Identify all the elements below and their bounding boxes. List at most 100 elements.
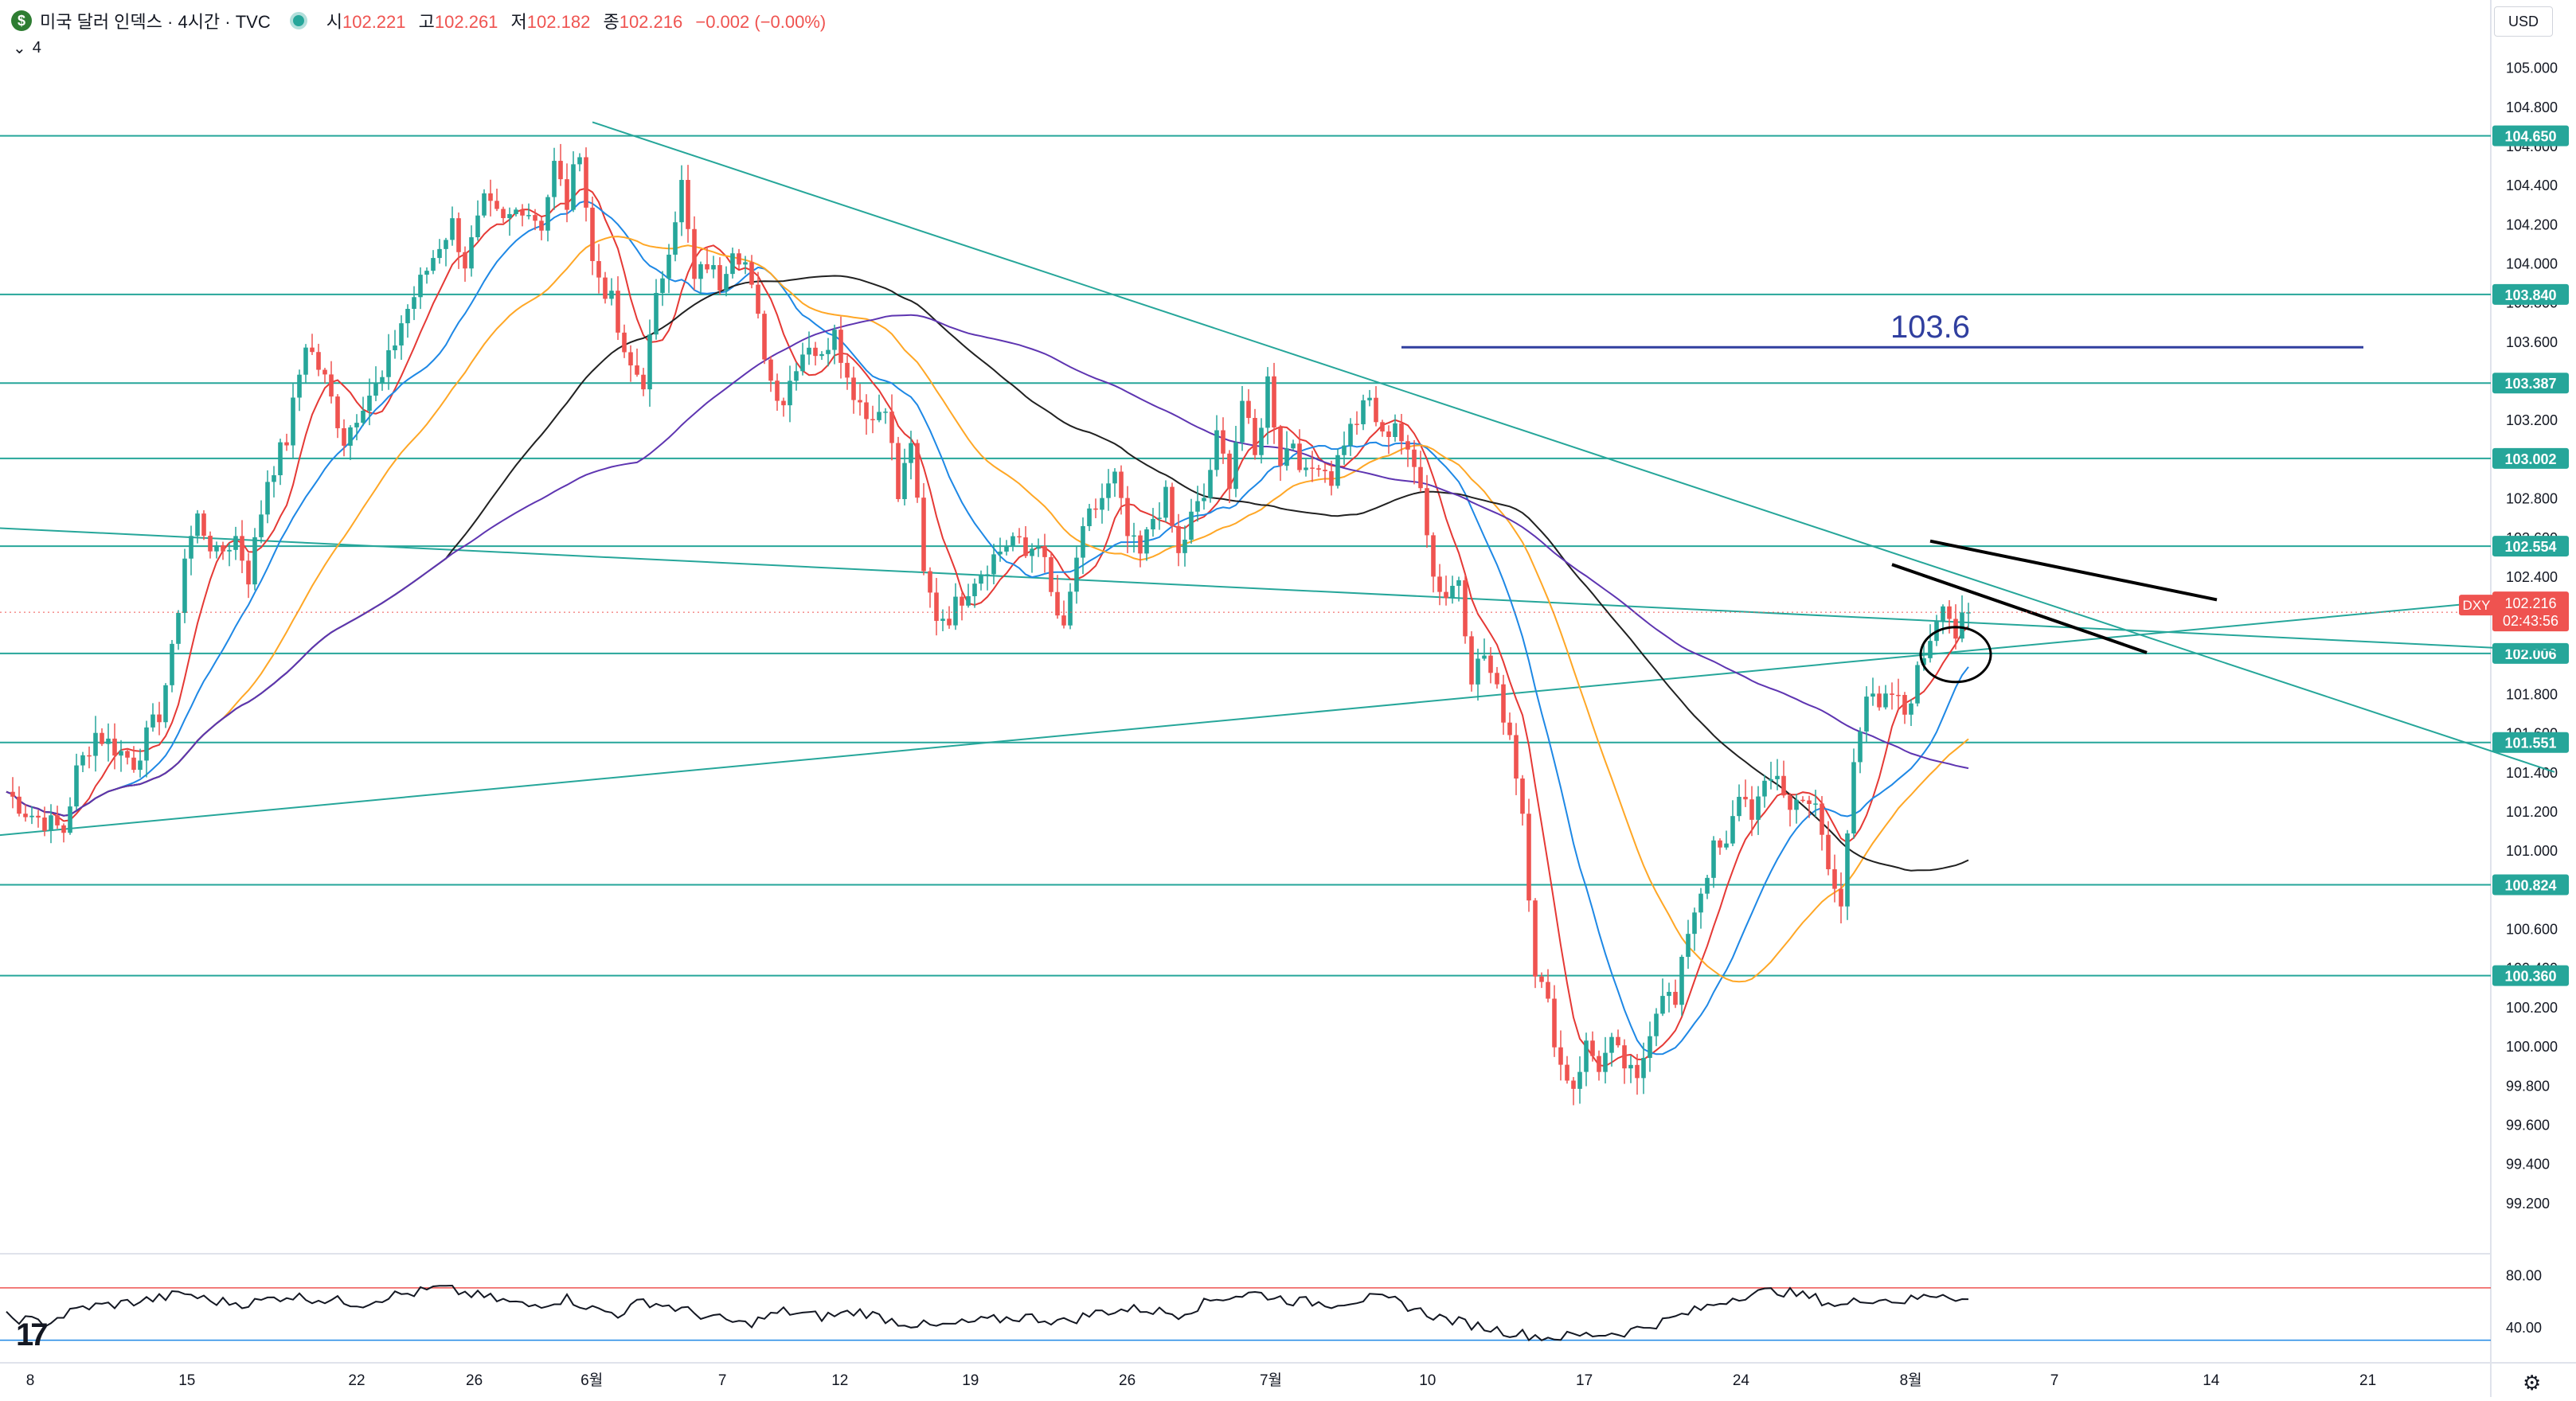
drawn-trendline[interactable] — [1929, 539, 2218, 602]
candle-body — [877, 412, 881, 420]
candle-body — [68, 806, 72, 833]
candle-body — [864, 402, 869, 420]
drawn-trendline[interactable] — [1891, 563, 2148, 654]
candle-body — [1654, 1013, 1659, 1036]
candle-body — [1941, 606, 1945, 622]
candle-body — [93, 732, 98, 756]
trendline[interactable] — [0, 525, 2555, 652]
gear-icon[interactable]: ⚙ — [2523, 1371, 2542, 1395]
level-price-label: 102.554 — [2504, 539, 2556, 555]
candle-body — [1584, 1040, 1589, 1072]
candle-body — [985, 574, 990, 576]
candle-body — [329, 374, 334, 397]
candle-body — [1304, 467, 1308, 470]
oscillator-pane[interactable]: 80.00 40.00 — [0, 1267, 2542, 1342]
candle-body — [456, 218, 461, 252]
candle-body — [826, 349, 831, 354]
currency-button[interactable]: USD — [2494, 6, 2553, 37]
candle-body — [1259, 427, 1264, 455]
candle-body — [870, 419, 875, 420]
candle-body — [221, 545, 225, 552]
candle-body — [1960, 612, 1964, 639]
candle-body — [1463, 580, 1468, 637]
time-tick-label: 7월 — [1260, 1372, 1282, 1389]
candle-body — [1577, 1071, 1582, 1089]
candle-body — [1839, 888, 1843, 907]
price-tick-label: 101.000 — [2506, 843, 2558, 859]
candle-body — [1660, 996, 1665, 1014]
candle-body — [737, 253, 741, 265]
candle-body — [1870, 693, 1875, 697]
candle-body — [1163, 486, 1168, 518]
level-price-label: 103.840 — [2504, 287, 2556, 303]
candle-body — [157, 714, 162, 723]
candle-body — [762, 314, 767, 360]
oscillator-line — [6, 1284, 1969, 1342]
symbol-title[interactable]: 미국 달러 인덱스 · 4시간 · TVC — [40, 12, 271, 32]
candle-body — [781, 400, 786, 406]
candle-body — [934, 592, 939, 621]
candle-body — [1316, 468, 1321, 470]
candle-body — [189, 536, 193, 559]
trendline[interactable] — [592, 121, 2555, 773]
ma-orange-line — [6, 236, 1969, 983]
candle-body — [896, 443, 901, 500]
candle-body — [418, 275, 423, 298]
candle-body — [819, 353, 824, 357]
candle-body — [1456, 580, 1461, 586]
candle-body — [1667, 992, 1671, 997]
candle-body — [23, 814, 28, 818]
candle-body — [1017, 536, 1022, 538]
candle-body — [1450, 585, 1455, 599]
candle-body — [1495, 673, 1499, 685]
candle-body — [1010, 536, 1015, 547]
candle-body — [240, 536, 244, 561]
level-price-label: 103.387 — [2504, 376, 2556, 392]
time-tick-label: 19 — [962, 1372, 979, 1389]
price-tick-label: 104.800 — [2506, 100, 2558, 115]
candle-body — [1711, 840, 1716, 878]
bar-countdown-label: 02:43:56 — [2503, 613, 2558, 629]
candle-body — [1284, 448, 1289, 466]
candle-body — [584, 157, 588, 208]
indicators-toggle[interactable]: ⌄ 4 — [13, 38, 41, 58]
candle-body — [10, 791, 15, 797]
candle-body — [150, 714, 155, 728]
last-price-tag — [2492, 591, 2569, 632]
candle-body — [1418, 466, 1423, 489]
candle-body — [125, 751, 130, 758]
candle-body — [1501, 684, 1506, 723]
candle-body — [1176, 525, 1181, 553]
candle-body — [1533, 900, 1538, 977]
level-price-label: 100.824 — [2504, 877, 2556, 893]
target-label: 103.6 — [1890, 310, 1970, 345]
price-tick-label: 99.600 — [2506, 1117, 2550, 1133]
price-tick-label: 104.400 — [2506, 178, 2558, 193]
candles[interactable] — [10, 143, 1971, 1106]
candle-body — [889, 412, 894, 443]
tradingview-logo[interactable]: 17 — [16, 1317, 48, 1352]
candle-body — [628, 352, 633, 366]
candle-body — [1775, 775, 1780, 779]
indicator-count: 4 — [32, 39, 41, 57]
candle-body — [393, 345, 397, 351]
time-axis[interactable]: 8 15 22 26 6월 7 12 19 26 7월 10 17 24 8월 7 14 21 — [26, 1372, 2376, 1389]
level-price-label: 104.650 — [2504, 129, 2556, 145]
candle-body — [335, 396, 340, 428]
candle-body — [1966, 612, 1971, 614]
candle-body — [119, 751, 123, 756]
candle-body — [960, 596, 964, 606]
time-tick-label: 15 — [178, 1372, 195, 1389]
candle-body — [367, 396, 372, 411]
candle-body — [1170, 486, 1175, 526]
candle-body — [259, 514, 264, 537]
candle-body — [1896, 694, 1901, 697]
candle-body — [1915, 665, 1920, 704]
candle-body — [717, 265, 722, 291]
trendline[interactable] — [0, 595, 2555, 841]
circle-annotation[interactable] — [1919, 626, 1992, 684]
candle-body — [424, 271, 429, 275]
